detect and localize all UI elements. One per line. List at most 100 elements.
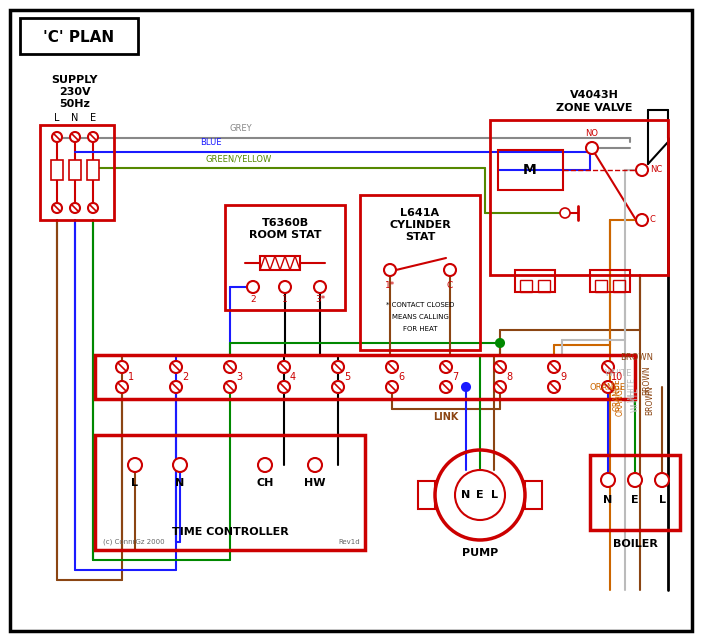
- Text: TIME CONTROLLER: TIME CONTROLLER: [171, 527, 289, 537]
- Text: M: M: [523, 163, 537, 177]
- Circle shape: [602, 381, 614, 393]
- Circle shape: [52, 132, 62, 142]
- Bar: [225, 205, 345, 310]
- Text: N: N: [176, 478, 185, 488]
- Circle shape: [88, 203, 98, 213]
- Text: 6: 6: [398, 372, 404, 382]
- Text: CYLINDER: CYLINDER: [389, 220, 451, 230]
- Circle shape: [560, 208, 570, 218]
- Text: 9: 9: [560, 372, 566, 382]
- Text: BROWN: BROWN: [620, 353, 653, 363]
- Text: STAT: STAT: [405, 232, 435, 242]
- Circle shape: [602, 361, 614, 373]
- Text: CH: CH: [256, 478, 274, 488]
- Bar: [490, 120, 668, 275]
- Text: LINK: LINK: [433, 412, 458, 422]
- Circle shape: [601, 473, 615, 487]
- Bar: [520, 280, 532, 292]
- Text: ROOM STAT: ROOM STAT: [249, 230, 322, 240]
- Circle shape: [116, 361, 128, 373]
- Bar: [260, 256, 300, 270]
- Text: N: N: [72, 113, 79, 123]
- Bar: [590, 270, 630, 292]
- Text: 'C' PLAN: 'C' PLAN: [44, 29, 114, 44]
- Bar: [20, 18, 138, 54]
- Circle shape: [314, 281, 326, 293]
- Text: 5: 5: [344, 372, 350, 382]
- Text: 4: 4: [290, 372, 296, 382]
- Text: L641A: L641A: [400, 208, 439, 218]
- Circle shape: [655, 473, 669, 487]
- Text: 50Hz: 50Hz: [60, 99, 91, 109]
- Text: N: N: [461, 490, 470, 500]
- Text: T6360B: T6360B: [261, 218, 309, 228]
- Text: C: C: [650, 215, 656, 224]
- Text: 3*: 3*: [315, 296, 325, 304]
- Circle shape: [128, 458, 142, 472]
- Bar: [69, 160, 81, 180]
- Circle shape: [386, 361, 398, 373]
- Text: SUPPLY: SUPPLY: [52, 75, 98, 85]
- Circle shape: [247, 281, 259, 293]
- Circle shape: [116, 381, 128, 393]
- Bar: [538, 280, 550, 292]
- Bar: [40, 125, 114, 220]
- Bar: [498, 150, 563, 190]
- Text: MEANS CALLING: MEANS CALLING: [392, 314, 449, 320]
- Text: 1: 1: [282, 296, 288, 304]
- Text: L: L: [491, 490, 498, 500]
- Text: Rev1d: Rev1d: [338, 539, 360, 545]
- Text: 2: 2: [182, 372, 188, 382]
- Bar: [595, 280, 607, 292]
- Circle shape: [88, 132, 98, 142]
- Text: C: C: [447, 281, 453, 290]
- Text: HW: HW: [304, 478, 326, 488]
- Text: 1*: 1*: [385, 281, 395, 290]
- Bar: [95, 355, 635, 399]
- Text: L: L: [658, 495, 665, 505]
- Circle shape: [444, 264, 456, 276]
- Circle shape: [440, 361, 452, 373]
- Text: L: L: [131, 478, 138, 488]
- Text: 3: 3: [236, 372, 242, 382]
- Text: 1: 1: [128, 372, 134, 382]
- Circle shape: [332, 381, 344, 393]
- Text: ORANGE: ORANGE: [590, 383, 626, 392]
- Text: E: E: [90, 113, 96, 123]
- Text: 10: 10: [611, 372, 623, 382]
- Text: NO: NO: [585, 129, 599, 138]
- Circle shape: [70, 203, 80, 213]
- Circle shape: [224, 361, 236, 373]
- Bar: [525, 481, 542, 509]
- Circle shape: [494, 381, 506, 393]
- Text: 7: 7: [452, 372, 458, 382]
- Text: ORANGE: ORANGE: [613, 379, 621, 412]
- Text: PUMP: PUMP: [462, 548, 498, 558]
- Text: 8: 8: [506, 372, 512, 382]
- Circle shape: [170, 361, 182, 373]
- Circle shape: [52, 203, 62, 213]
- Circle shape: [586, 142, 598, 154]
- Circle shape: [494, 361, 506, 373]
- Text: WHITE: WHITE: [628, 378, 637, 403]
- Text: BLUE: BLUE: [200, 138, 222, 147]
- Circle shape: [636, 214, 648, 226]
- Circle shape: [173, 458, 187, 472]
- Text: E: E: [476, 490, 484, 500]
- Text: ZONE VALVE: ZONE VALVE: [556, 103, 633, 113]
- Bar: [51, 160, 63, 180]
- Text: N: N: [604, 495, 613, 505]
- Bar: [418, 481, 435, 509]
- Text: E: E: [631, 495, 639, 505]
- Circle shape: [224, 381, 236, 393]
- Circle shape: [548, 361, 560, 373]
- Text: GREY: GREY: [230, 124, 253, 133]
- Text: GREEN/YELLOW: GREEN/YELLOW: [205, 154, 271, 163]
- Bar: [613, 280, 625, 292]
- Text: BOILER: BOILER: [613, 539, 658, 549]
- Circle shape: [278, 381, 290, 393]
- Text: * CONTACT CLOSED: * CONTACT CLOSED: [386, 302, 454, 308]
- Circle shape: [628, 473, 642, 487]
- Circle shape: [279, 281, 291, 293]
- Circle shape: [636, 164, 648, 176]
